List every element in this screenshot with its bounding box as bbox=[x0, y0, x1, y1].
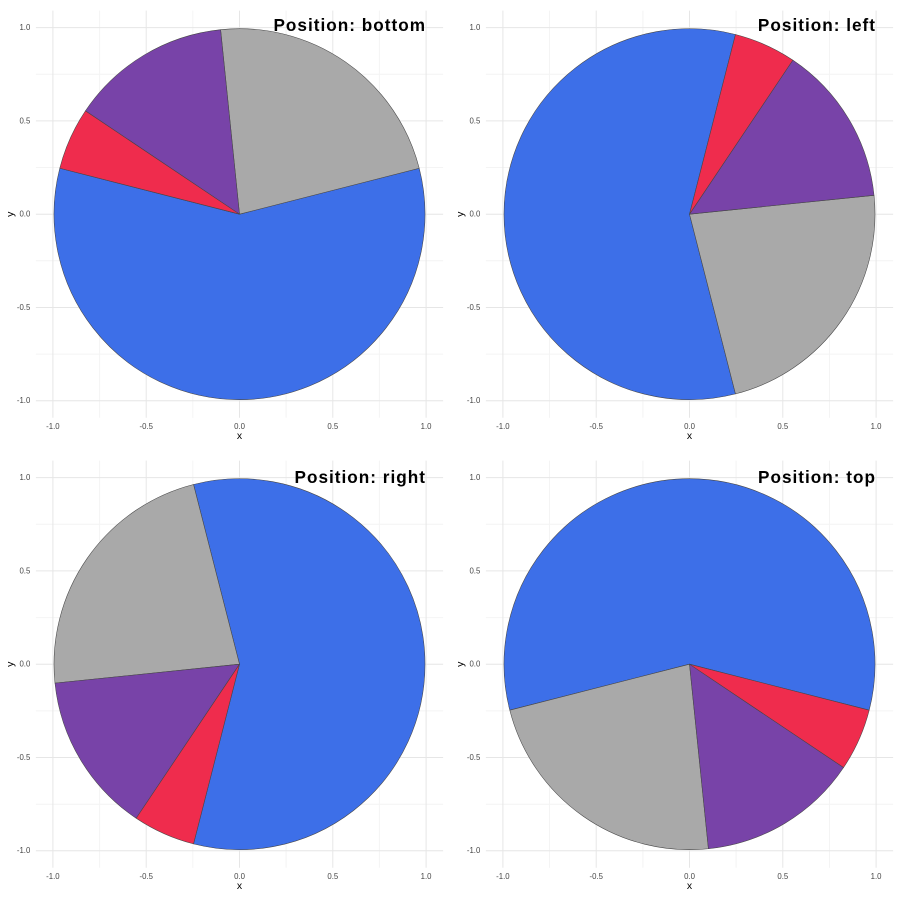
svg-text:0.5: 0.5 bbox=[469, 566, 481, 575]
svg-text:-0.5: -0.5 bbox=[139, 422, 153, 431]
svg-text:0.5: 0.5 bbox=[777, 872, 789, 881]
svg-text:1.0: 1.0 bbox=[19, 23, 31, 32]
svg-text:y: y bbox=[455, 211, 467, 217]
svg-text:1.0: 1.0 bbox=[421, 872, 433, 881]
svg-text:-1.0: -1.0 bbox=[496, 422, 510, 431]
svg-text:-0.5: -0.5 bbox=[467, 303, 481, 312]
svg-text:x: x bbox=[687, 880, 693, 892]
svg-text:x: x bbox=[237, 880, 243, 892]
svg-text:0.0: 0.0 bbox=[19, 210, 31, 219]
svg-text:0.0: 0.0 bbox=[684, 422, 696, 431]
svg-text:1.0: 1.0 bbox=[469, 473, 481, 482]
svg-text:0.5: 0.5 bbox=[19, 116, 31, 125]
svg-text:1.0: 1.0 bbox=[421, 422, 433, 431]
svg-text:x: x bbox=[237, 430, 243, 442]
svg-text:-1.0: -1.0 bbox=[467, 846, 481, 855]
svg-text:-1.0: -1.0 bbox=[17, 846, 31, 855]
svg-text:-0.5: -0.5 bbox=[589, 422, 603, 431]
svg-text:0.5: 0.5 bbox=[777, 422, 789, 431]
svg-text:y: y bbox=[455, 661, 467, 667]
svg-text:0.5: 0.5 bbox=[327, 422, 339, 431]
svg-text:-1.0: -1.0 bbox=[46, 872, 60, 881]
svg-text:-1.0: -1.0 bbox=[46, 422, 60, 431]
svg-text:x: x bbox=[687, 430, 693, 442]
svg-text:0.0: 0.0 bbox=[684, 872, 696, 881]
svg-text:Position: bottom: Position: bottom bbox=[273, 15, 426, 35]
svg-text:1.0: 1.0 bbox=[871, 422, 883, 431]
svg-text:y: y bbox=[5, 211, 17, 217]
svg-text:1.0: 1.0 bbox=[19, 473, 31, 482]
svg-text:0.0: 0.0 bbox=[19, 660, 31, 669]
svg-text:-1.0: -1.0 bbox=[17, 396, 31, 405]
svg-text:y: y bbox=[5, 661, 17, 667]
svg-text:-1.0: -1.0 bbox=[496, 872, 510, 881]
svg-text:0.0: 0.0 bbox=[469, 210, 481, 219]
svg-text:0.0: 0.0 bbox=[234, 422, 246, 431]
svg-text:-0.5: -0.5 bbox=[139, 872, 153, 881]
svg-text:Position: top: Position: top bbox=[758, 467, 876, 487]
svg-text:-0.5: -0.5 bbox=[589, 872, 603, 881]
svg-text:-0.5: -0.5 bbox=[17, 303, 31, 312]
svg-text:0.5: 0.5 bbox=[469, 116, 481, 125]
svg-text:0.5: 0.5 bbox=[19, 566, 31, 575]
svg-text:-0.5: -0.5 bbox=[467, 753, 481, 762]
svg-text:1.0: 1.0 bbox=[469, 23, 481, 32]
svg-text:-1.0: -1.0 bbox=[467, 396, 481, 405]
svg-text:0.0: 0.0 bbox=[234, 872, 246, 881]
svg-text:0.5: 0.5 bbox=[327, 872, 339, 881]
svg-text:0.0: 0.0 bbox=[469, 660, 481, 669]
svg-text:Position: left: Position: left bbox=[758, 15, 876, 35]
svg-text:1.0: 1.0 bbox=[871, 872, 883, 881]
svg-text:Position: right: Position: right bbox=[295, 467, 426, 487]
svg-text:-0.5: -0.5 bbox=[17, 753, 31, 762]
